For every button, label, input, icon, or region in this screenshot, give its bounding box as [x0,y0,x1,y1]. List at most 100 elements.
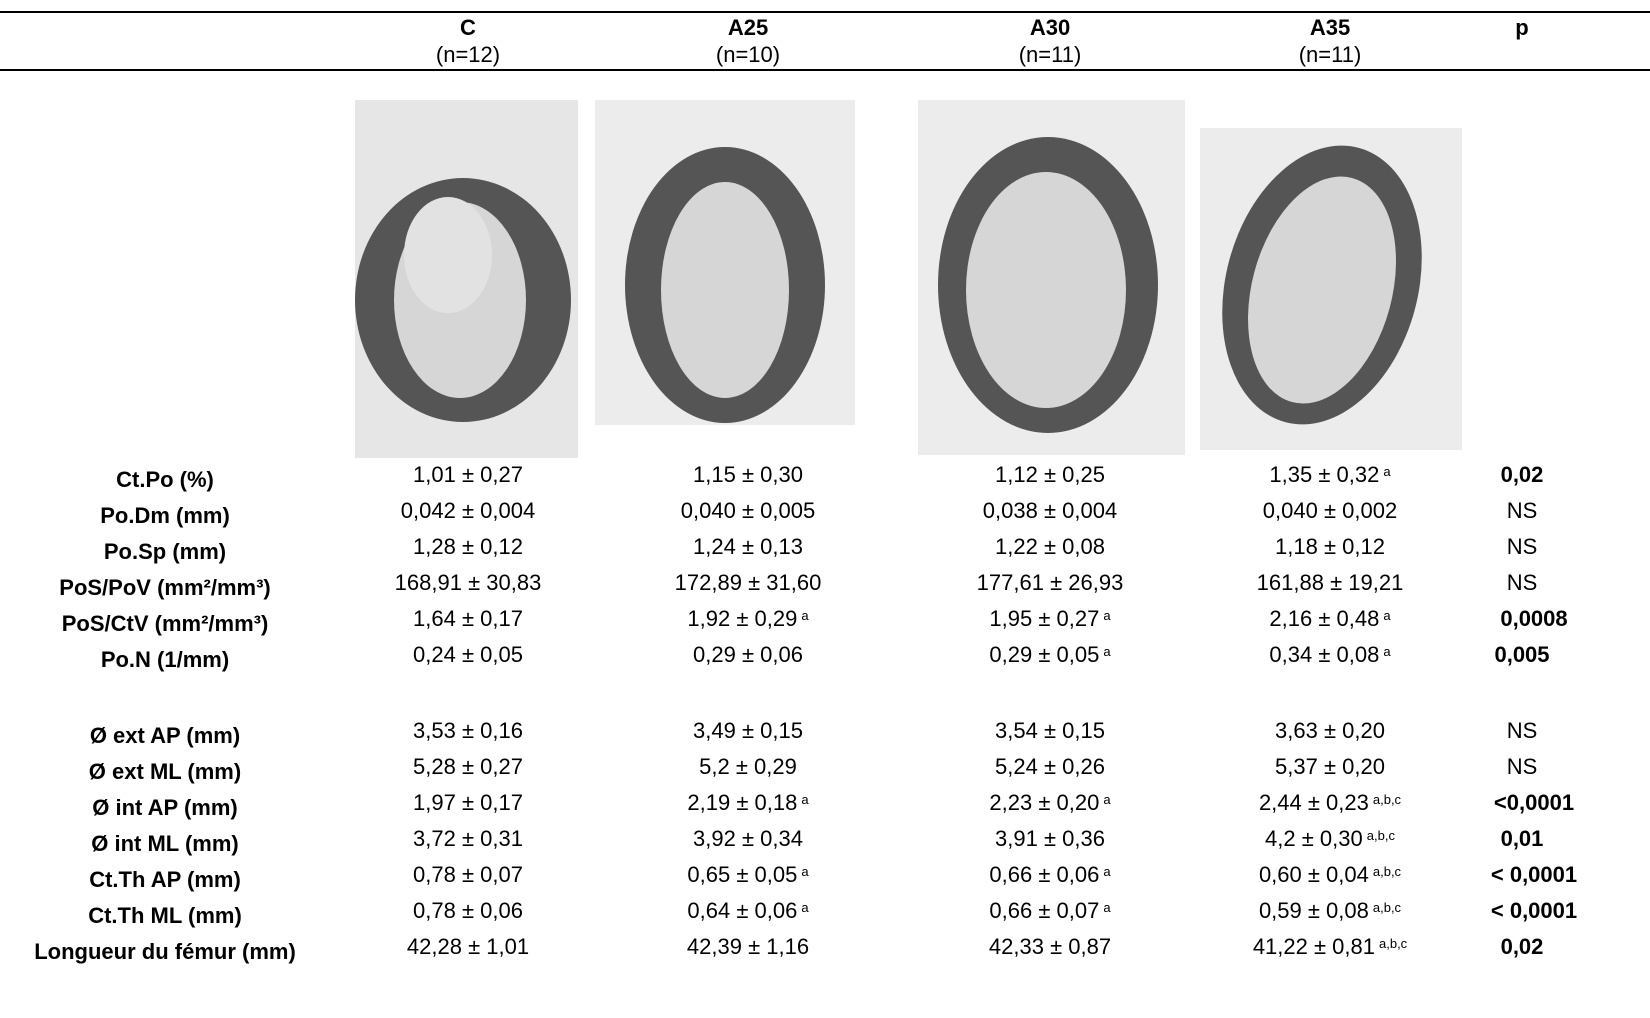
value-text: 2,16 ± 0,48 [1269,606,1380,631]
cell-value: 3,92 ± 0,34 [693,826,803,851]
cell-value: 0,66 ± 0,07 a [989,898,1110,924]
cell-value: 0,65 ± 0,05 a [687,862,808,888]
column-name: C [460,15,476,40]
p-value: 0,01 [1500,826,1544,851]
cell-value: 3,53 ± 0,16 [413,718,523,743]
cell-value: 3,54 ± 0,15 [995,718,1105,743]
value-text: 0,60 ± 0,04 [1258,862,1369,887]
row-label: Po.Dm (mm) [100,503,230,528]
value-text: 2,23 ± 0,20 [989,790,1100,815]
cell-value: 1,15 ± 0,30 [693,462,803,487]
significance-mark: a [801,792,809,807]
cell-value: 0,038 ± 0,004 [982,498,1118,523]
p-value: 0,02 [1500,462,1544,487]
cell-value: 0,78 ± 0,06 [413,898,523,923]
significance-mark: a [801,864,809,879]
cell-value: 1,64 ± 0,17 [413,606,523,631]
value-text: 0,29 ± 0,05 [989,642,1100,667]
value-text: 0,64 ± 0,06 [687,898,798,923]
p-value: <0,0001 [1493,790,1575,815]
row-label: Ø int AP (mm) [92,795,238,820]
column-n: (n=12) [435,42,501,67]
p-value: NS [1506,570,1538,595]
value-text: 2,19 ± 0,18 [687,790,798,815]
value-text: 0,66 ± 0,07 [989,898,1100,923]
cell-value: 0,66 ± 0,06 a [989,862,1110,888]
significance-mark: a [1103,792,1111,807]
p-value: NS [1506,498,1538,523]
cell-value: 42,28 ± 1,01 [406,934,530,959]
column-n: (n=11) [1298,42,1362,67]
cell-value: 0,040 ± 0,005 [680,498,816,523]
row-label: Ct.Po (%) [116,467,214,492]
value-text: 0,66 ± 0,06 [989,862,1100,887]
row-label: Po.Sp (mm) [103,539,227,564]
cell-value: 0,042 ± 0,004 [400,498,536,523]
p-value: < 0,0001 [1490,862,1578,887]
column-name: A30 [1029,15,1071,40]
p-value: NS [1506,718,1538,743]
cell-value: 1,18 ± 0,12 [1275,534,1385,559]
cell-value: 1,35 ± 0,32 a [1269,462,1390,488]
cell-value: 2,19 ± 0,18 a [687,790,808,816]
cell-value: 3,91 ± 0,36 [995,826,1105,851]
bone-images [355,100,1462,458]
cell-value: 4,2 ± 0,30 a,b,c [1265,826,1395,852]
cell-value: 0,29 ± 0,05 a [989,642,1110,668]
cell-value: 0,60 ± 0,04 a,b,c [1259,862,1401,888]
cell-value: 161,88 ± 19,21 [1256,570,1404,595]
p-value: NS [1506,534,1538,559]
cell-value: 172,89 ± 31,60 [674,570,822,595]
value-text: 0,59 ± 0,08 [1258,898,1369,923]
value-text: 0,65 ± 0,05 [687,862,798,887]
bone-image-a25 [595,100,855,425]
value-text: 41,22 ± 0,81 [1252,934,1375,959]
cell-value: 0,24 ± 0,05 [413,642,523,667]
significance-mark: a,b,c [1372,864,1402,879]
cell-value: 42,33 ± 0,87 [988,934,1112,959]
cell-value: 2,16 ± 0,48 a [1269,606,1390,632]
cell-value: 0,78 ± 0,07 [413,862,523,887]
top-rule [0,11,1650,13]
value-text: 1,92 ± 0,29 [687,606,798,631]
cell-value: 177,61 ± 26,93 [976,570,1124,595]
cell-value: 1,92 ± 0,29 a [687,606,808,632]
column-name: A25 [727,15,769,40]
significance-mark: a,b,c [1372,792,1402,807]
row-label: Ø int ML (mm) [91,831,239,856]
bone-image-a35 [1200,128,1462,450]
p-value: 0,0008 [1500,606,1568,631]
significance-mark: a [801,900,809,915]
p-value: NS [1506,754,1538,779]
significance-mark: a,b,c [1378,936,1408,951]
row-label: Longueur du fémur (mm) [34,939,296,964]
value-text: 2,44 ± 0,23 [1258,790,1369,815]
significance-mark: a [1383,464,1391,479]
header-rule [0,69,1650,71]
cell-value: 1,97 ± 0,17 [413,790,523,815]
significance-mark: a [1103,864,1111,879]
row-label: Po.N (1/mm) [100,647,230,672]
cell-value: 1,12 ± 0,25 [995,462,1105,487]
bone-image-c [355,100,578,458]
significance-mark: a,b,c [1366,828,1395,843]
row-label: Ø ext ML (mm) [88,759,242,784]
p-value: < 0,0001 [1490,898,1578,923]
cell-value: 0,64 ± 0,06 a [687,898,808,924]
cell-value: 0,040 ± 0,002 [1262,498,1398,523]
cell-value: 1,95 ± 0,27 a [989,606,1110,632]
cell-value: 5,24 ± 0,26 [995,754,1105,779]
row-label: PoS/CtV (mm²/mm³) [61,611,269,636]
significance-mark: a [1103,608,1111,623]
cell-value: 3,63 ± 0,20 [1275,718,1385,743]
row-label: PoS/PoV (mm²/mm³) [59,575,271,600]
p-header: p [1515,15,1529,40]
cell-value: 168,91 ± 30,83 [394,570,542,595]
cell-value: 3,49 ± 0,15 [693,718,803,743]
value-text: 4,2 ± 0,30 [1265,826,1363,851]
cell-value: 0,29 ± 0,06 [693,642,803,667]
cell-value: 1,01 ± 0,27 [413,462,523,487]
significance-mark: a [1103,644,1111,659]
significance-mark: a [1383,644,1391,659]
